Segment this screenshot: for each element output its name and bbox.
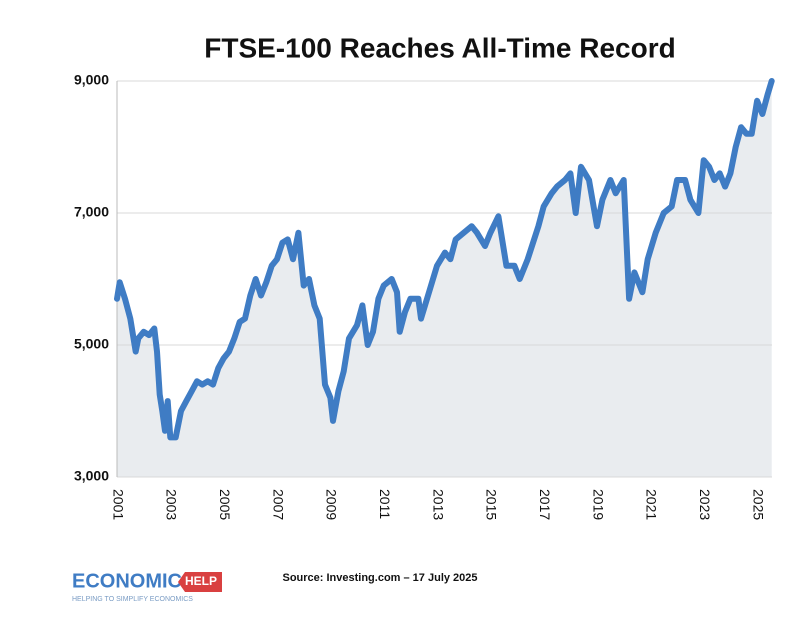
x-tick-label: 2015: [484, 489, 500, 520]
logo-badge-shape: [178, 572, 222, 592]
logo-tagline: HELPING TO SIMPLIFY ECONOMICS: [72, 596, 193, 603]
x-tick-label: 2003: [164, 489, 180, 520]
chart-title: FTSE-100 Reaches All-Time Record: [204, 32, 676, 63]
logo-name: ECONOMICS: [72, 570, 195, 592]
x-tick-label: 2011: [377, 489, 393, 519]
x-tick-label: 2001: [110, 489, 126, 520]
x-tick-label: 2023: [697, 489, 713, 520]
x-tick-label: 2019: [590, 489, 606, 520]
y-tick-label: 5,000: [74, 336, 109, 352]
x-tick-label: 2017: [537, 489, 553, 520]
y-tick-label: 9,000: [74, 72, 109, 88]
x-tick-label: 2005: [217, 489, 233, 520]
x-tick-label: 2007: [270, 489, 286, 520]
y-tick-label: 3,000: [74, 468, 109, 484]
logo-badge: HELP: [185, 574, 217, 588]
source-note: Source: Investing.com – 17 July 2025: [282, 572, 477, 584]
y-tick-label: 7,000: [74, 204, 109, 220]
x-tick-label: 2021: [644, 489, 660, 520]
area: [117, 81, 772, 477]
x-tick-label: 2013: [430, 489, 446, 520]
line: [114, 78, 775, 441]
logo: ECONOMICS HELP HELPING TO SIMPLIFY ECONO…: [72, 570, 222, 603]
x-tick-label: 2025: [750, 489, 766, 520]
x-tick-label: 2009: [324, 489, 340, 520]
